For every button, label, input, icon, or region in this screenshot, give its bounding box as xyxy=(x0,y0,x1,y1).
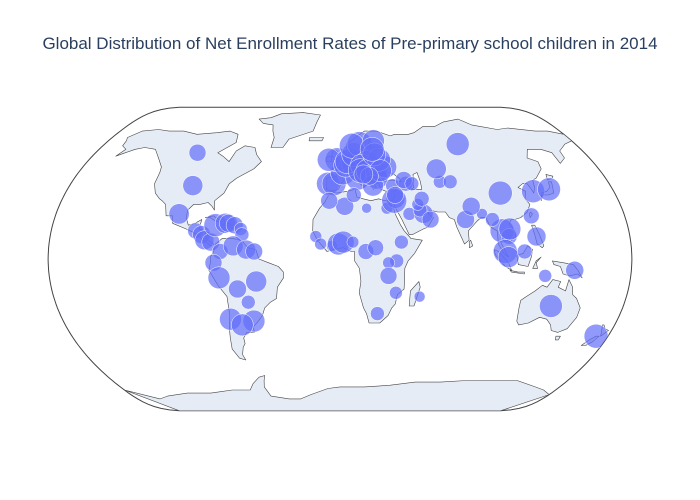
markers-layer[interactable] xyxy=(168,129,609,349)
country-marker-24[interactable] xyxy=(231,313,254,337)
country-marker-105[interactable] xyxy=(389,286,403,300)
country-marker-60[interactable] xyxy=(361,202,372,214)
country-marker-73[interactable] xyxy=(445,132,470,156)
country-marker-107[interactable] xyxy=(413,290,426,303)
country-marker-94[interactable] xyxy=(314,237,327,251)
country-marker-57[interactable] xyxy=(346,187,362,203)
country-marker-84[interactable] xyxy=(485,212,500,227)
country-marker-76[interactable] xyxy=(461,197,481,216)
land-sri-lanka xyxy=(468,239,473,248)
country-marker-89[interactable] xyxy=(538,269,552,283)
country-marker-21[interactable] xyxy=(241,294,256,310)
land-tasmania xyxy=(555,335,561,341)
country-marker-77[interactable] xyxy=(488,180,513,206)
chart-title: Global Distribution of Net Enrollment Ra… xyxy=(42,34,658,53)
country-marker-100[interactable] xyxy=(367,239,384,256)
land-java xyxy=(509,270,525,275)
land-iceland xyxy=(308,137,324,142)
country-marker-92[interactable] xyxy=(583,323,609,349)
country-marker-88[interactable] xyxy=(526,226,547,247)
country-marker-101[interactable] xyxy=(394,234,409,250)
country-marker-75[interactable] xyxy=(476,208,488,220)
land-greenland xyxy=(258,112,321,148)
country-marker-71[interactable] xyxy=(426,158,447,180)
land-antarctica xyxy=(124,375,550,411)
country-marker-83[interactable] xyxy=(498,217,522,241)
country-marker-90[interactable] xyxy=(565,261,584,280)
country-marker-63[interactable] xyxy=(386,186,404,204)
country-marker-67[interactable] xyxy=(421,210,440,229)
country-marker-16[interactable] xyxy=(245,242,263,261)
country-marker-86[interactable] xyxy=(497,246,520,268)
country-marker-72[interactable] xyxy=(442,174,458,190)
country-marker-103[interactable] xyxy=(382,256,395,270)
country-marker-104[interactable] xyxy=(379,267,398,285)
land-sulawesi xyxy=(532,256,542,269)
country-marker-55[interactable] xyxy=(404,176,420,191)
country-marker-20[interactable] xyxy=(245,270,267,293)
country-marker-91[interactable] xyxy=(539,294,563,318)
country-marker-18[interactable] xyxy=(207,266,231,290)
country-marker-58[interactable] xyxy=(320,191,338,210)
country-marker-19[interactable] xyxy=(228,279,247,299)
country-marker-98[interactable] xyxy=(346,235,360,249)
country-marker-0[interactable] xyxy=(188,143,207,162)
country-marker-1[interactable] xyxy=(182,175,204,196)
country-marker-48[interactable] xyxy=(359,137,385,162)
country-marker-80[interactable] xyxy=(523,207,540,225)
country-marker-79[interactable] xyxy=(537,177,561,202)
country-marker-87[interactable] xyxy=(516,243,533,260)
country-marker-106[interactable] xyxy=(370,306,385,321)
country-marker-51[interactable] xyxy=(353,164,374,185)
country-marker-69[interactable] xyxy=(413,191,430,207)
country-marker-2[interactable] xyxy=(168,203,190,225)
